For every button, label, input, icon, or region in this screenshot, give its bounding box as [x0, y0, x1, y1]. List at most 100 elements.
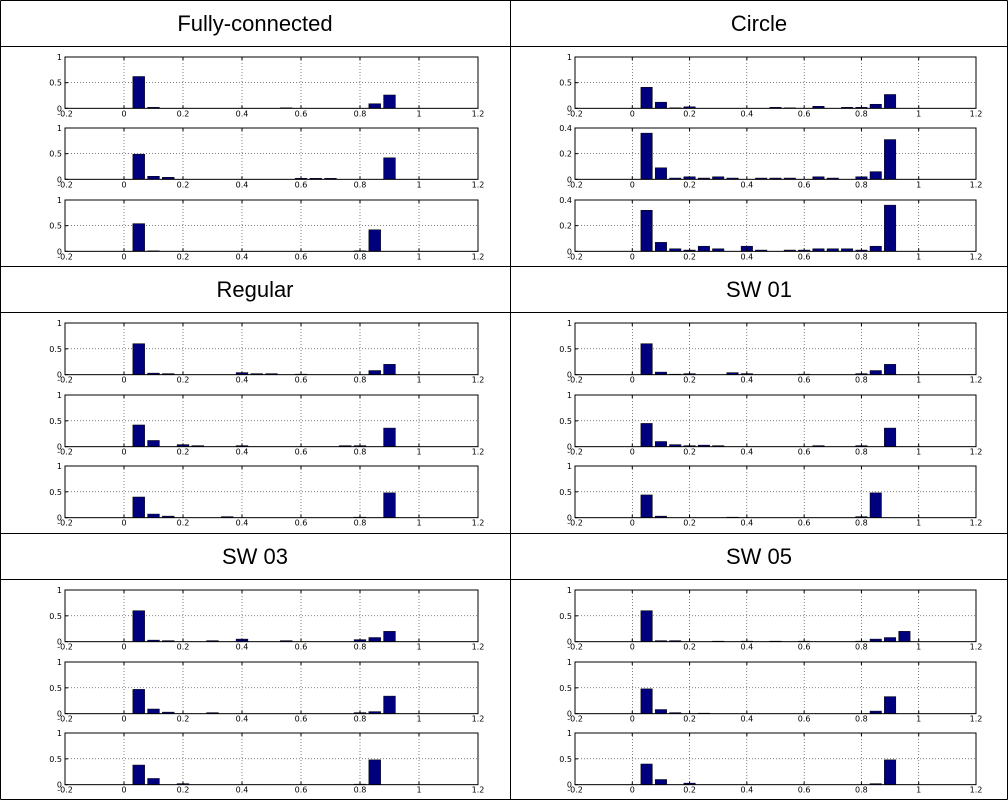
histogram-bar	[654, 440, 667, 447]
x-tick-label: 0.4	[236, 109, 249, 118]
cell-title: Regular	[216, 276, 294, 302]
x-tick-label: 0.2	[683, 447, 696, 456]
x-tick-label: 0.6	[798, 643, 811, 652]
x-tick-label: -0.2	[57, 519, 73, 528]
x-tick-label: 0.4	[740, 786, 753, 795]
histogram-panel: -0.2 0 0.2 0.4 0.6 0.8 1 1.200.51	[49, 319, 485, 385]
cell-title: SW 05	[725, 543, 793, 569]
x-tick-label: 0.4	[740, 643, 753, 652]
histogram-panel: -0.2 0 0.2 0.4 0.6 0.8 1 1.200.20.4	[559, 196, 983, 261]
histogram-bar	[654, 101, 667, 109]
y-tick-label: 1	[57, 658, 62, 667]
y-tick-label: 0.5	[559, 416, 572, 425]
histogram-bar	[383, 94, 396, 109]
x-tick-label: 0	[630, 181, 635, 190]
x-tick-label: 0.2	[683, 252, 696, 261]
histogram-bar	[132, 765, 145, 786]
histogram-bar	[640, 422, 653, 447]
x-tick-label: 0.2	[177, 109, 190, 118]
x-tick-label: 1	[916, 447, 921, 456]
histogram-bar	[869, 370, 882, 375]
x-tick-label: 0.6	[798, 109, 811, 118]
x-tick-label: 0.8	[855, 376, 868, 385]
x-tick-label: 0.6	[295, 252, 308, 261]
histogram-panel: -0.2 0 0.2 0.4 0.6 0.8 1 1.200.51	[49, 53, 484, 118]
x-tick-label: 1.2	[970, 447, 983, 456]
x-tick-label: 1	[916, 109, 921, 118]
x-tick-label: 0.8	[855, 643, 868, 652]
x-tick-label: 0.8	[855, 786, 868, 795]
x-tick-label: 0.8	[354, 714, 367, 723]
y-tick-label: 0	[57, 781, 62, 790]
x-tick-label: 0.4	[236, 181, 249, 190]
x-tick-label: 0	[121, 519, 126, 528]
histogram-bar	[654, 167, 667, 180]
x-tick-label: 0	[630, 786, 635, 795]
histogram-panel: -0.2 0 0.2 0.4 0.6 0.8 1 1.200.51	[49, 196, 484, 261]
histogram-bar	[654, 779, 667, 786]
y-tick-label: 0.5	[49, 612, 62, 621]
x-tick-label: 1	[916, 181, 921, 190]
x-tick-label: -0.2	[57, 252, 73, 261]
histogram-panel: -0.2 0 0.2 0.4 0.6 0.8 1 1.200.51	[559, 319, 982, 385]
x-tick-label: 0.8	[855, 252, 868, 261]
histogram-bar	[132, 688, 145, 714]
x-tick-label: -0.2	[57, 109, 73, 118]
y-tick-label: 1	[57, 462, 62, 471]
y-tick-label: 0.5	[559, 755, 572, 764]
x-tick-label: 0.4	[236, 643, 249, 652]
histogram-bar	[132, 223, 145, 252]
x-tick-label: -0.2	[567, 109, 583, 118]
histogram-panel: -0.2 0 0.2 0.4 0.6 0.8 1 1.200.51	[49, 124, 484, 190]
x-tick-label: 1	[416, 376, 421, 385]
histogram-bar	[132, 154, 145, 180]
histogram-panel: -0.2 0 0.2 0.4 0.6 0.8 1 1.200.51	[49, 391, 484, 457]
x-tick-label: 1	[916, 786, 921, 795]
histogram-panel: -0.2 0 0.2 0.4 0.6 0.8 1 1.200.51	[49, 658, 484, 724]
y-tick-label: 0	[57, 709, 62, 718]
histogram-bar	[640, 87, 653, 109]
histogram-bar	[132, 343, 145, 375]
x-tick-label: 0.2	[683, 714, 696, 723]
x-tick-label: 1.2	[472, 643, 485, 652]
x-tick-label: -0.2	[567, 447, 583, 456]
y-tick-label: 0.5	[49, 345, 62, 354]
x-tick-label: 1	[916, 714, 921, 723]
histogram-bar	[147, 514, 160, 519]
x-tick-label: 0.8	[354, 376, 367, 385]
histogram-bar	[147, 708, 160, 714]
x-tick-label: 0	[121, 447, 126, 456]
x-tick-label: 0.2	[177, 181, 190, 190]
histogram-bar	[132, 76, 145, 109]
y-tick-label: 1	[57, 319, 62, 328]
histogram-panel: -0.2 0 0.2 0.4 0.6 0.8 1 1.200.51	[559, 462, 983, 528]
x-tick-label: 0.2	[177, 786, 190, 795]
x-tick-label: 0	[121, 376, 126, 385]
y-tick-label: 0.5	[559, 612, 572, 621]
x-tick-label: 0.6	[295, 786, 308, 795]
histogram-bar	[383, 364, 396, 375]
y-tick-label: 0	[567, 709, 572, 718]
cell-title: Circle	[730, 10, 788, 36]
x-tick-label: -0.2	[57, 447, 73, 456]
x-tick-label: 0.2	[683, 109, 696, 118]
histogram-panel: -0.2 0 0.2 0.4 0.6 0.8 1 1.200.51	[49, 462, 484, 528]
x-tick-label: 1.2	[970, 252, 983, 261]
x-tick-label: 0.8	[855, 714, 868, 723]
histogram-bar	[368, 370, 381, 375]
x-tick-label: 0.4	[740, 519, 753, 528]
x-tick-label: -0.2	[567, 643, 583, 652]
y-tick-label: 0	[567, 176, 572, 185]
y-tick-label: 0.4	[559, 196, 572, 205]
x-tick-label: 0.4	[740, 447, 753, 456]
histogram-bar	[869, 171, 882, 180]
x-tick-label: 0.2	[683, 786, 696, 795]
x-tick-label: 1.2	[970, 519, 983, 528]
histogram-bar	[869, 492, 882, 519]
x-tick-label: 0.6	[798, 181, 811, 190]
x-tick-label: 0.6	[295, 643, 308, 652]
x-tick-label: 0.6	[295, 376, 308, 385]
histogram-bar	[640, 133, 653, 180]
x-tick-label: 1.2	[472, 376, 485, 385]
